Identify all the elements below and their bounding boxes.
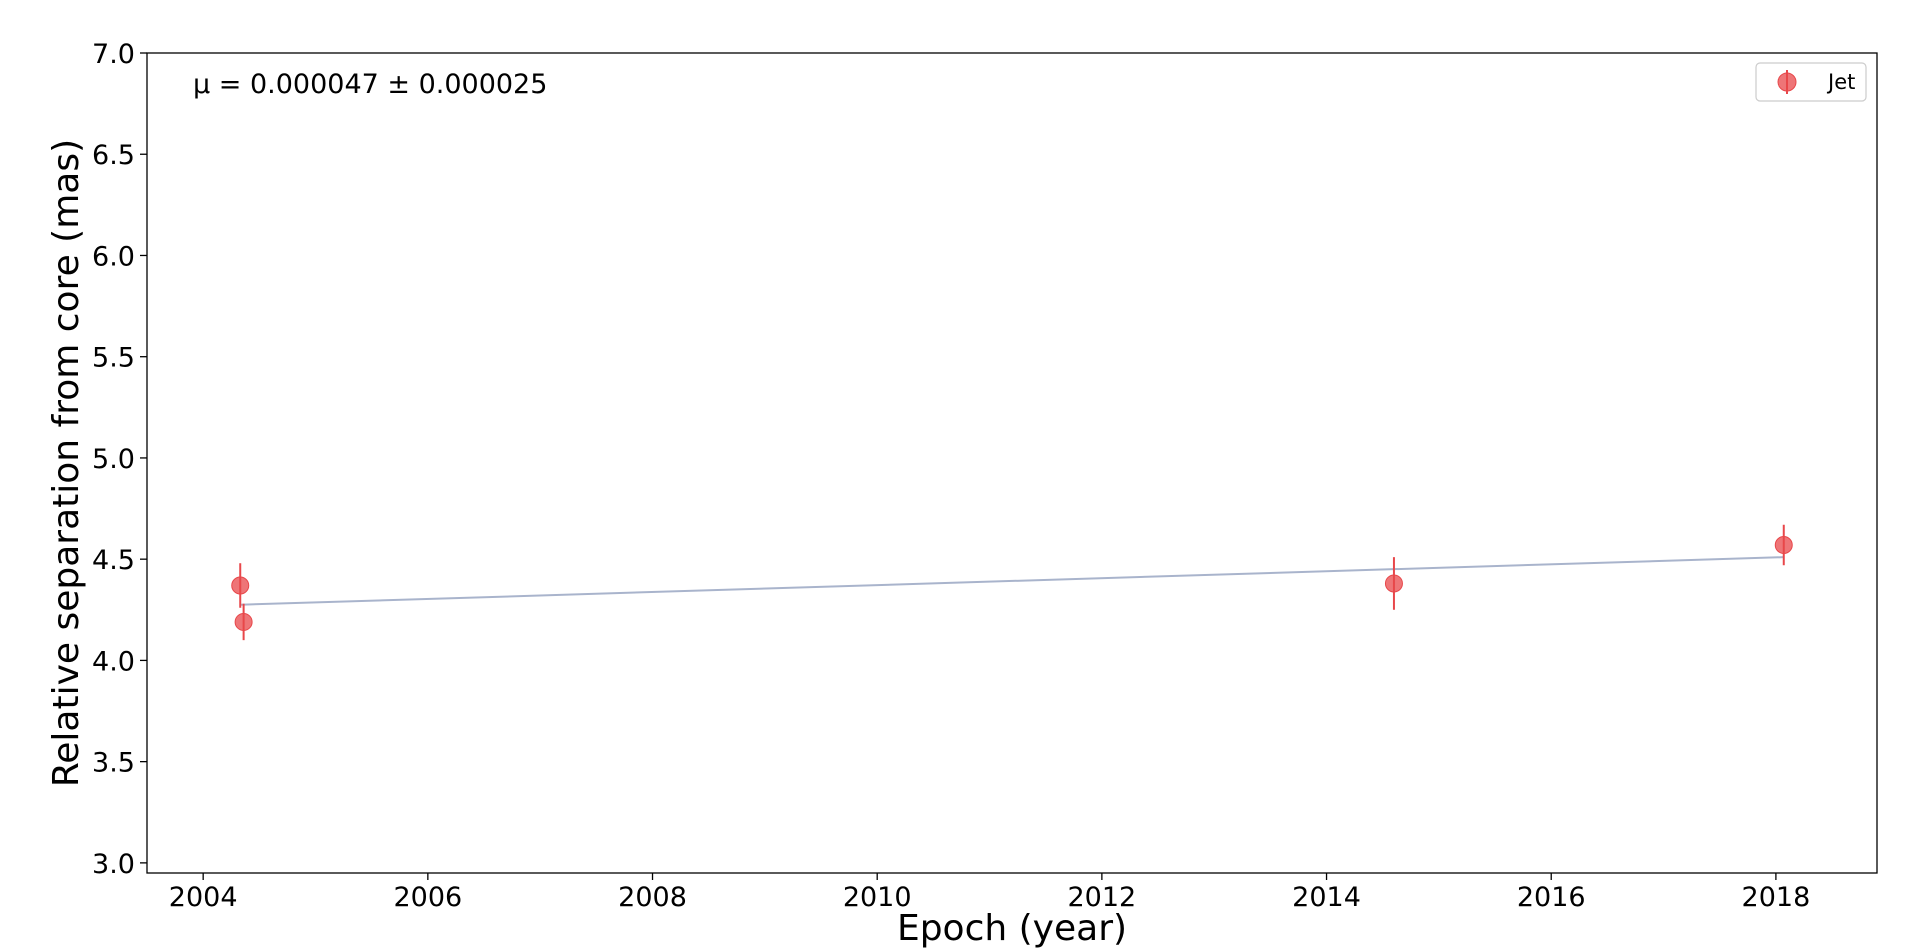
y-tick-label: 4.0 bbox=[92, 646, 135, 677]
legend: Jet bbox=[1755, 62, 1867, 102]
data-point bbox=[1774, 536, 1793, 554]
data-points-group bbox=[231, 524, 1793, 641]
x-tick-label: 2006 bbox=[393, 882, 462, 913]
x-tick-label: 2014 bbox=[1292, 882, 1361, 913]
x-tick-label: 2012 bbox=[1068, 882, 1137, 913]
x-axis-title: Epoch (year) bbox=[897, 908, 1127, 949]
data-point bbox=[231, 576, 250, 595]
x-tick-label: 2016 bbox=[1517, 882, 1586, 913]
x-axis-ticks: 2004 2006 2008 2010 2012 2014 2016 2018 bbox=[169, 873, 1810, 913]
data-point bbox=[1384, 574, 1403, 593]
x-tick-label: 2018 bbox=[1742, 882, 1811, 913]
y-tick-label: 6.0 bbox=[92, 241, 135, 272]
y-axis-title: Relative separation from core (mas) bbox=[46, 139, 87, 787]
y-tick-label: 3.0 bbox=[92, 849, 135, 880]
y-tick-label: 5.0 bbox=[92, 444, 135, 475]
plot-frame bbox=[146, 52, 1878, 874]
data-point bbox=[234, 612, 253, 631]
fit-annotation: μ = 0.000047 ± 0.000025 bbox=[193, 69, 547, 100]
y-tick-label: 4.5 bbox=[92, 545, 135, 576]
y-tick-label: 7.0 bbox=[92, 39, 135, 70]
y-axis-ticks: 3.0 3.5 4.0 4.5 5.0 5.5 6.0 6.5 7.0 bbox=[92, 39, 147, 880]
legend-marker bbox=[1777, 72, 1797, 92]
y-tick-label: 5.5 bbox=[92, 343, 135, 374]
x-tick-label: 2010 bbox=[843, 882, 912, 913]
y-tick-label: 6.5 bbox=[92, 140, 135, 171]
legend-label-jet: Jet bbox=[1826, 70, 1855, 94]
fit-line-group bbox=[240, 556, 1784, 606]
x-tick-label: 2008 bbox=[618, 882, 687, 913]
legend-box bbox=[1755, 62, 1867, 102]
fit-line bbox=[240, 556, 1784, 606]
y-tick-label: 3.5 bbox=[92, 748, 135, 779]
x-tick-label: 2004 bbox=[169, 882, 238, 913]
